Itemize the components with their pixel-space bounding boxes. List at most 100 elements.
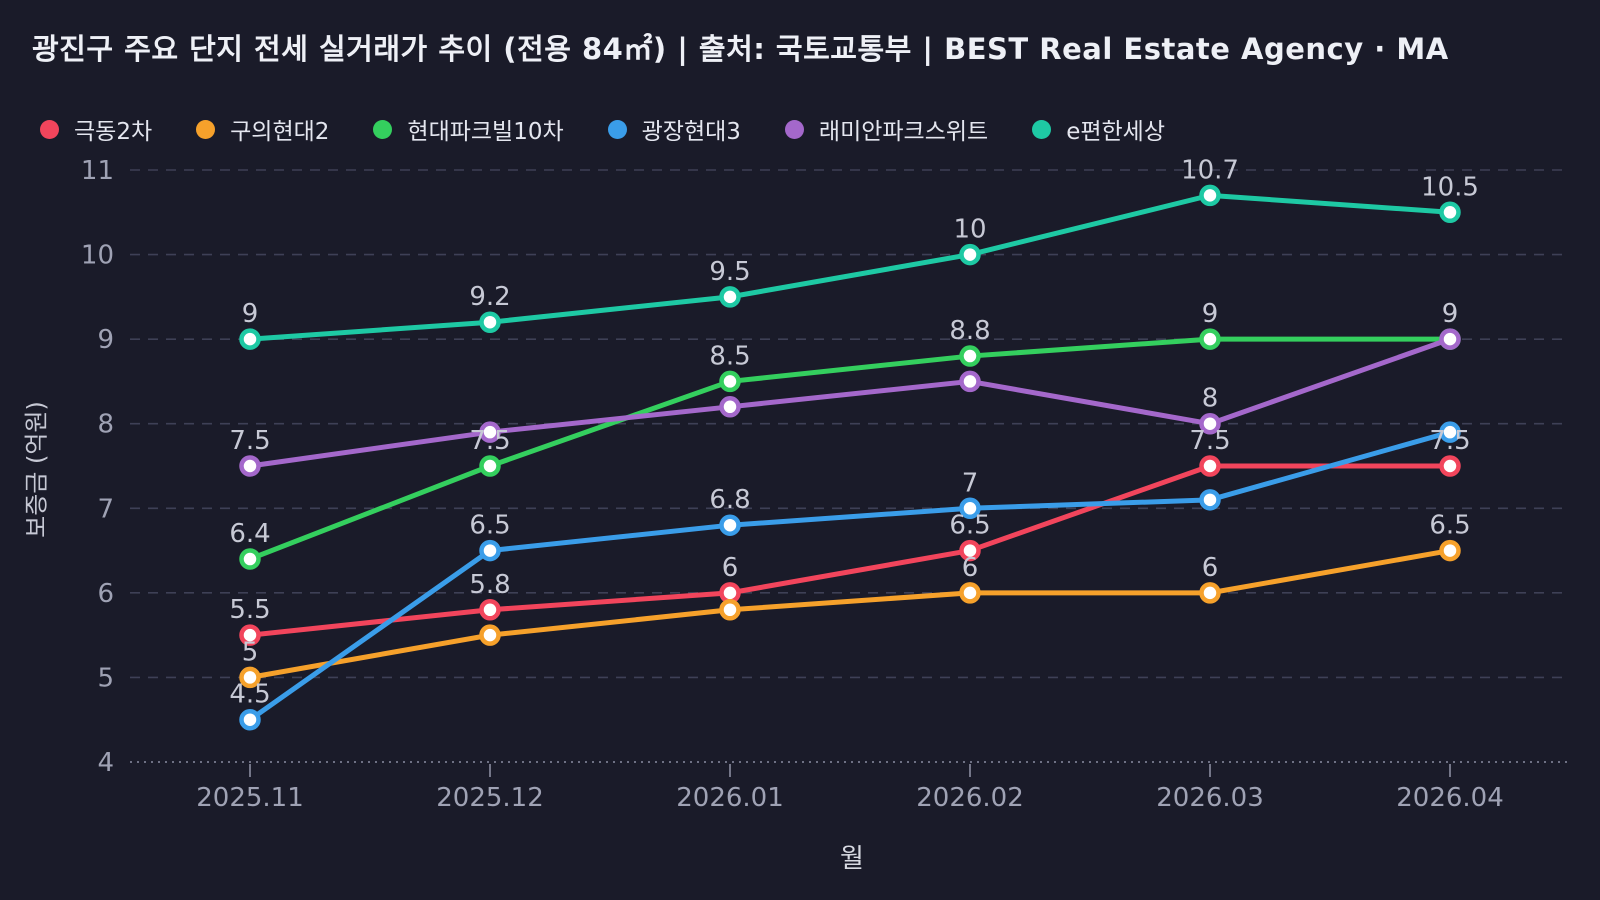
y-tick-label: 6 xyxy=(97,579,114,609)
data-point-marker xyxy=(239,548,261,570)
data-point-marker xyxy=(239,708,261,731)
y-axis-title: 보증금 (억원) xyxy=(22,401,51,538)
legend-item-1[interactable]: 극동2차 xyxy=(40,112,152,146)
data-point-label: 5.8 xyxy=(469,570,510,600)
data-point-label: 5.5 xyxy=(229,595,270,625)
data-point-marker xyxy=(959,539,981,562)
legend-item-label: e편한세상 xyxy=(1066,119,1165,145)
data-point-label: 7 xyxy=(962,468,979,498)
chart-legend: 극동2차 구의현대2 현대파크빌10차 광장현대3 래미안파크스위트 e편한세상 xyxy=(40,112,1165,146)
data-point-marker xyxy=(1439,328,1461,350)
y-tick-label: 7 xyxy=(97,494,114,524)
x-tick-label: 2026.04 xyxy=(1396,783,1504,813)
data-point-marker xyxy=(959,345,981,367)
series-line-4 xyxy=(247,429,1453,723)
series-line-1 xyxy=(247,463,1453,638)
data-point-label: 6 xyxy=(962,553,979,583)
data-point-marker xyxy=(239,666,261,689)
data-point-marker xyxy=(479,311,501,333)
legend-item-4[interactable]: 광장현대3 xyxy=(607,112,741,146)
legend-dot-icon xyxy=(373,119,393,139)
data-point-label: 9 xyxy=(1442,299,1459,329)
data-point-label: 10 xyxy=(953,215,986,245)
data-point-marker xyxy=(1199,455,1221,477)
x-tick-label: 2025.11 xyxy=(196,783,304,813)
y-tick-label: 5 xyxy=(97,663,114,693)
data-point-marker xyxy=(479,599,501,621)
y-tick-label: 8 xyxy=(97,410,114,440)
legend-item-6[interactable]: e편한세상 xyxy=(1032,112,1165,146)
data-point-label: 6.4 xyxy=(229,519,270,549)
data-point-marker xyxy=(959,370,981,393)
data-point-marker xyxy=(1199,328,1221,350)
legend-dot-icon xyxy=(607,119,627,139)
data-point-label: 7.5 xyxy=(469,426,510,456)
data-point-marker xyxy=(1439,539,1461,562)
x-axis-title: 월 xyxy=(840,844,864,874)
series-line-6 xyxy=(247,192,1453,342)
data-point-label: 8.8 xyxy=(949,316,990,346)
y-tick-label: 4 xyxy=(97,748,114,778)
data-point-label: 6.5 xyxy=(1429,511,1470,541)
data-point-label: 9.2 xyxy=(469,282,510,312)
legend-item-5[interactable]: 래미안파크스위트 xyxy=(784,112,989,146)
data-point-marker xyxy=(1199,184,1221,207)
data-point-marker xyxy=(1439,421,1461,443)
legend-dot-icon xyxy=(196,119,216,139)
data-point-marker xyxy=(719,396,741,418)
legend-item-label: 극동2차 xyxy=(74,119,153,145)
x-tick-label: 2026.02 xyxy=(916,783,1024,813)
legend-dot-icon xyxy=(1032,119,1052,139)
data-point-marker xyxy=(959,582,981,604)
data-point-marker xyxy=(1199,412,1221,435)
x-tick-label: 2025.12 xyxy=(436,783,544,813)
series-line-2 xyxy=(247,548,1453,680)
data-point-label: 6 xyxy=(1202,553,1219,583)
legend-item-3[interactable]: 현대파크빌10차 xyxy=(373,112,564,146)
data-point-marker xyxy=(719,582,741,604)
legend-item-label: 광장현대3 xyxy=(641,119,741,145)
series-line-5 xyxy=(247,336,1453,469)
data-point-label: 7.5 xyxy=(229,426,270,456)
data-point-label: 7.5 xyxy=(1429,426,1470,456)
data-point-marker xyxy=(239,328,261,350)
data-point-label: 6.8 xyxy=(709,485,750,515)
y-tick-label: 9 xyxy=(97,325,114,355)
legend-item-label: 구의현대2 xyxy=(230,119,330,145)
data-point-label: 7.5 xyxy=(1189,426,1230,456)
y-tick-label: 10 xyxy=(81,241,114,271)
data-point-marker xyxy=(239,624,261,646)
data-point-marker xyxy=(719,514,741,536)
data-point-marker xyxy=(479,421,501,443)
data-point-marker xyxy=(719,370,741,393)
data-point-marker xyxy=(719,599,741,621)
series-line-3 xyxy=(247,336,1453,562)
chart-title: 광진구 주요 단지 전세 실거래가 추이 (전용 84㎡) | 출처: 국토교통… xyxy=(32,32,1449,66)
data-point-marker xyxy=(1199,489,1221,511)
data-point-marker xyxy=(479,455,501,477)
legend-item-label: 래미안파크스위트 xyxy=(818,119,989,145)
data-point-marker xyxy=(1439,201,1461,224)
data-point-marker xyxy=(479,624,501,646)
data-point-label: 6.5 xyxy=(949,511,990,541)
data-point-label: 4.5 xyxy=(229,680,270,710)
data-point-label: 9 xyxy=(242,299,259,329)
legend-item-label: 현대파크빌10차 xyxy=(407,119,564,145)
data-point-label: 5 xyxy=(242,637,259,667)
data-point-marker xyxy=(959,497,981,520)
data-point-marker xyxy=(1199,582,1221,604)
data-point-label: 6 xyxy=(722,553,739,583)
data-point-label: 9.5 xyxy=(709,257,750,287)
y-tick-label: 11 xyxy=(81,156,114,186)
data-point-marker xyxy=(479,539,501,562)
x-tick-label: 2026.03 xyxy=(1156,783,1264,813)
legend-item-2[interactable]: 구의현대2 xyxy=(196,112,329,146)
data-point-label: 10.5 xyxy=(1421,172,1479,202)
legend-dot-icon xyxy=(40,119,59,139)
data-point-label: 6.5 xyxy=(469,511,510,541)
data-point-marker xyxy=(239,455,261,477)
legend-dot-icon xyxy=(784,119,804,139)
data-point-marker xyxy=(959,243,981,266)
